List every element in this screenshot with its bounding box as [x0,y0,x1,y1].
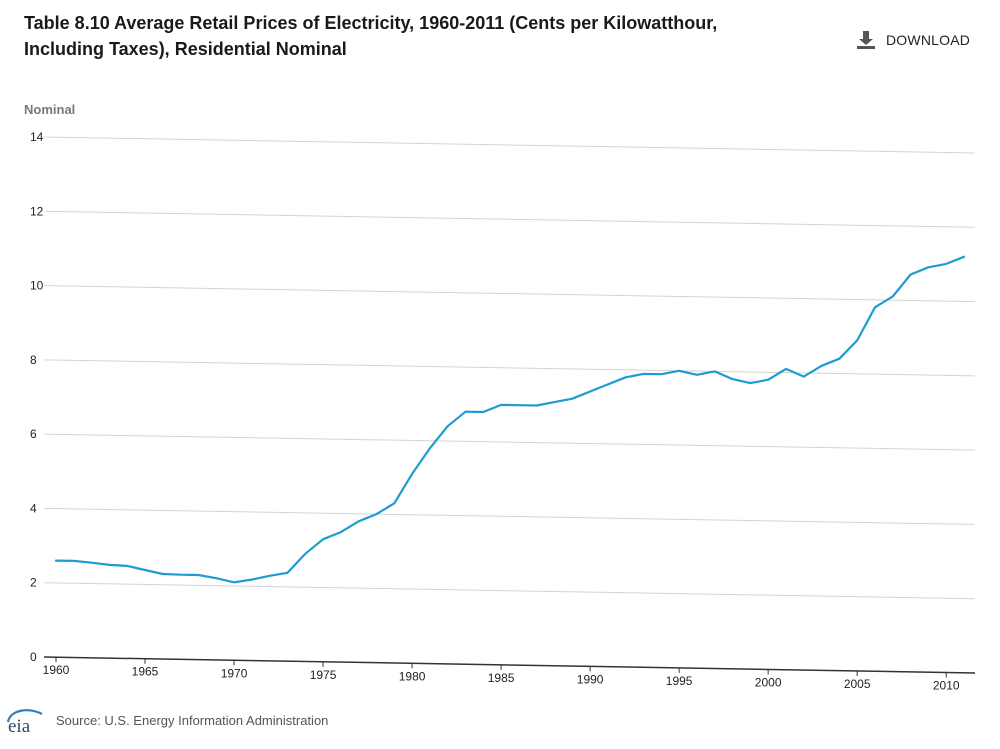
x-tick-label-1970: 1970 [221,666,248,680]
x-axis-line [43,656,976,674]
gridline-6 [43,433,976,451]
download-button[interactable]: DOWNLOAD [856,30,970,50]
x-tick-label-1965: 1965 [132,665,159,679]
footer: eia Source: U.S. Energy Information Admi… [0,705,329,737]
y-tick-label-10: 10 [30,279,44,293]
gridline-12 [43,210,976,228]
x-tick-label-1990: 1990 [577,672,604,686]
x-tick-label-1975: 1975 [310,668,337,682]
y-axis-series-label: Nominal [24,102,76,117]
x-tick-label-2005: 2005 [844,677,871,691]
y-tick-label-6: 6 [30,427,37,441]
svg-text:eia: eia [8,716,31,735]
grid-lines [43,136,976,600]
gridline-14 [43,136,976,154]
gridline-4 [43,507,976,525]
y-tick-label-2: 2 [30,576,37,590]
y-tick-label-4: 4 [30,501,37,515]
series-line-0 [54,255,966,584]
x-tick-label-1960: 1960 [43,663,70,677]
gridline-10 [43,285,976,303]
download-label: DOWNLOAD [886,32,971,48]
chart-title-line-2: Including Taxes), Residential Nominal [24,39,347,59]
chart-title: Table 8.10 Average Retail Prices of Elec… [24,10,814,62]
x-tick-label-1985: 1985 [488,671,515,685]
x-tick-label-2010: 2010 [933,679,960,693]
chart-title-line-1: Table 8.10 Average Retail Prices of Elec… [24,13,718,33]
x-axis [43,656,976,674]
gridline-8 [43,359,976,377]
source-note: Source: U.S. Energy Information Administ… [56,712,329,728]
y-tick-label-14: 14 [30,130,44,144]
x-tick-label-1980: 1980 [399,669,426,683]
y-tick-label-12: 12 [30,204,44,218]
y-tick-label-8: 8 [30,353,37,367]
x-tick-label-2000: 2000 [755,675,782,689]
y-axis-ticks: 0 2 4 6 8 10 12 14 [30,130,44,664]
x-axis-ticks: 1960 1965 1970 1975 1980 1985 1990 1995 2000 2005… [43,657,960,693]
x-tick-label-1995: 1995 [666,674,693,688]
series-layer [54,255,966,584]
download-icon [856,30,876,50]
eia-logo: eia [4,705,48,737]
gridline-2 [43,582,976,600]
y-tick-label-0: 0 [30,650,37,664]
